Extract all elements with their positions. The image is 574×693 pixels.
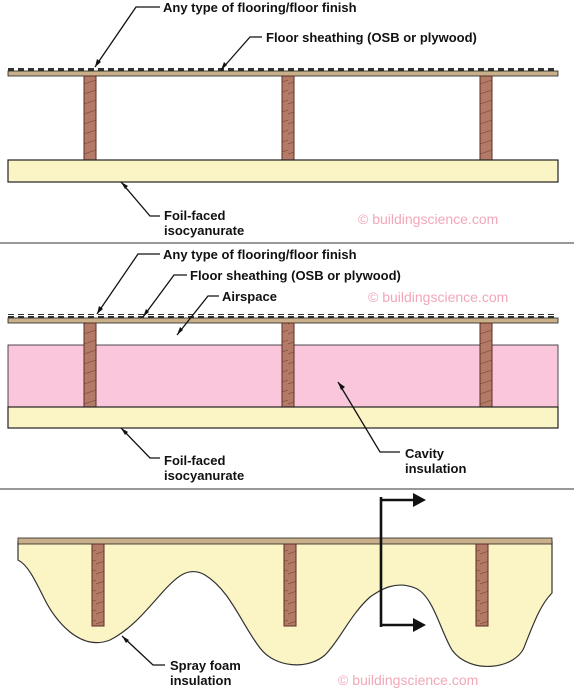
floor-joist [281, 75, 295, 161]
watermark: © buildingscience.com [338, 672, 478, 688]
leader-line [337, 381, 400, 453]
joist-grain [282, 76, 294, 160]
label-foil-faced-line2: isocyanurate [164, 468, 244, 483]
label-floor-sheathing: Floor sheathing (OSB or plywood) [266, 30, 477, 45]
flooring-finish [8, 314, 558, 318]
section-cut-marker [379, 493, 426, 632]
leader-line [220, 36, 262, 71]
floor-joist [91, 543, 105, 627]
leader-line [120, 427, 160, 459]
watermark: © buildingscience.com [368, 289, 508, 305]
joist-grain [92, 544, 104, 626]
leader-line [121, 635, 165, 666]
label-airspace: Airspace [222, 289, 277, 304]
label-spray-foam-line2: insulation [170, 673, 231, 688]
arrowhead [338, 382, 345, 390]
label-foil-faced-line2: isocyanurate [164, 223, 244, 238]
panel-1-rigid-foam-only: Any type of flooring/floor finish Floor … [7, 0, 559, 238]
floor-joist [479, 75, 493, 161]
joist-grain [282, 323, 294, 407]
panel-3-spray-foam: Spray foam insulation © buildingscience.… [17, 493, 553, 688]
label-floor-sheathing: Floor sheathing (OSB or plywood) [190, 268, 401, 283]
leader-line [176, 295, 219, 336]
arrowhead [221, 62, 227, 70]
label-flooring-finish: Any type of flooring/floor finish [163, 247, 357, 262]
label-flooring-finish: Any type of flooring/floor finish [163, 0, 357, 15]
arrowhead [121, 182, 128, 189]
floor-joist [83, 75, 97, 161]
leader-line [120, 181, 160, 217]
floor-joist [479, 322, 493, 408]
watermark: © buildingscience.com [358, 211, 498, 227]
joist-grain [84, 76, 96, 160]
arrowhead [143, 309, 149, 317]
flooring-finish [8, 67, 558, 71]
joist-grain [480, 76, 492, 160]
floor-joist [281, 322, 295, 408]
label-spray-foam-line1: Spray foam [170, 658, 241, 673]
joist-grain [480, 323, 492, 407]
arrowhead [177, 327, 183, 335]
leader-line [94, 6, 160, 68]
joist-grain [84, 323, 96, 407]
foil-faced-isocyanurate-board [7, 159, 559, 183]
joist-grain [284, 544, 296, 626]
floor-joist [283, 543, 297, 627]
floor-joist [83, 322, 97, 408]
joist-grain [476, 544, 488, 626]
arrowhead [97, 306, 103, 314]
floor-sheathing [17, 537, 553, 545]
arrowhead [121, 428, 128, 435]
arrowhead [95, 59, 101, 67]
arrowhead [122, 636, 129, 643]
floor-sheathing [7, 317, 559, 324]
label-foil-faced-line1: Foil-faced [164, 453, 225, 468]
panel-2-cavity-plus-rigid-foam: Any type of flooring/floor finish Floor … [7, 247, 559, 483]
foil-faced-isocyanurate-board [7, 406, 559, 429]
label-foil-faced-line1: Foil-faced [164, 208, 225, 223]
label-cavity-line1: Cavity [405, 446, 445, 461]
floor-joist [475, 543, 489, 627]
leader-line [142, 274, 187, 318]
leader-line [96, 253, 160, 315]
label-cavity-line2: insulation [405, 461, 466, 476]
floor-sheathing [7, 70, 559, 77]
